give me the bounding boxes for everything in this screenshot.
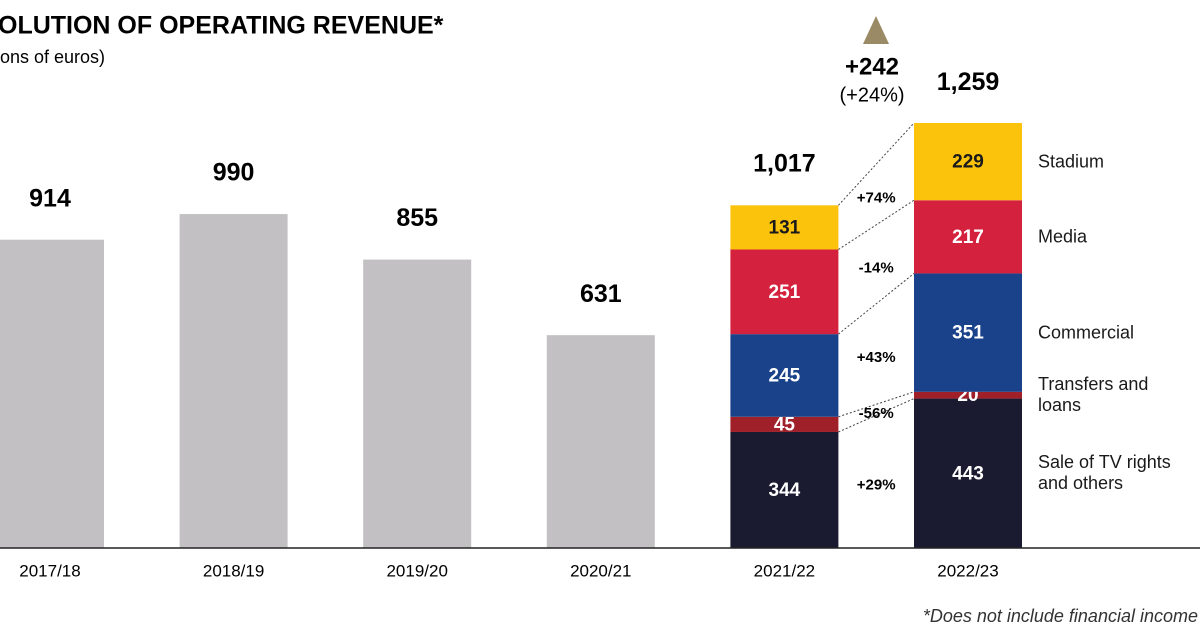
x-tick-label: 2021/22 [754,561,815,580]
bar-segment [914,398,1022,548]
segment-label: 344 [769,480,801,501]
connector [838,199,915,250]
segment-label: 443 [952,463,984,484]
connector [838,391,915,418]
difference-percent-label: (+24%) [839,84,904,106]
bar [363,259,472,548]
bar-segment [914,391,1022,399]
total-label: 1,017 [753,150,816,178]
legend-label: Sale of TV rights and others [1038,452,1171,494]
bar-segment [914,273,1022,392]
chart-title: OLUTION OF OPERATING REVENUE* [0,12,444,40]
connector [838,398,915,433]
increase-icon [863,16,889,44]
bar-segment [730,416,839,432]
connector [838,122,915,206]
x-tick-label: 2018/19 [203,561,264,580]
segment-label: 251 [769,282,801,303]
segment-label: 45 [774,414,796,435]
change-label: +43% [857,349,896,366]
bar [179,214,288,549]
legend-label: Stadium [1038,151,1105,172]
total-label: 1,259 [937,68,1000,96]
legend-label: Media [1038,226,1088,247]
segment-label: 217 [952,227,984,248]
bar [0,239,104,548]
bar-segment [730,205,839,250]
total-label: 990 [213,159,255,187]
bar [546,335,655,548]
bar-segment [730,334,839,417]
change-label: +74% [857,189,896,206]
chart-subtitle: ons of euros) [0,47,105,67]
bar-segment [914,200,1022,274]
total-label: 855 [396,204,438,232]
segment-label: 131 [769,217,801,238]
segment-label: 245 [769,365,801,386]
x-tick-label: 2017/18 [19,561,80,580]
change-label: -56% [859,405,894,422]
legend-label: Transfers and loans [1038,374,1149,416]
footnote: *Does not include financial income [923,606,1198,626]
legend-label: Commercial [1038,322,1135,343]
change-label: -14% [859,259,894,276]
segment-label: 229 [952,152,984,173]
total-label: 631 [580,280,622,308]
x-tick-label: 2020/21 [570,561,631,580]
segment-label: 351 [952,323,984,344]
total-label: 914 [29,184,71,212]
bar-segment [730,431,839,548]
x-tick-label: 2019/20 [386,561,447,580]
change-label: +29% [857,477,896,494]
difference-label: +242 [845,53,899,80]
bar-segment [914,123,1022,201]
connector [838,273,915,335]
x-tick-label: 2022/23 [937,561,998,580]
bar-segment [730,249,839,335]
